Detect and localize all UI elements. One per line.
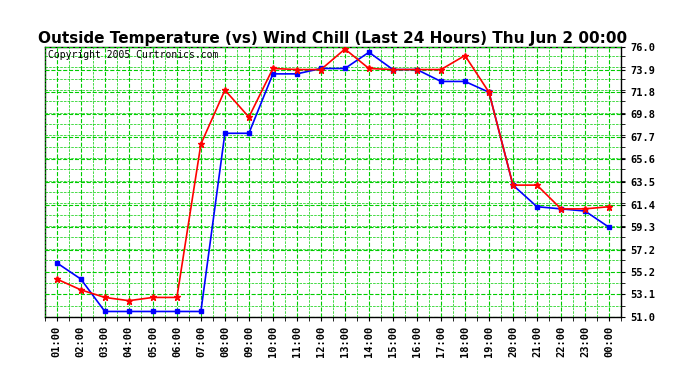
Text: Copyright 2005 Curtronics.com: Copyright 2005 Curtronics.com	[48, 50, 218, 60]
Title: Outside Temperature (vs) Wind Chill (Last 24 Hours) Thu Jun 2 00:00: Outside Temperature (vs) Wind Chill (Las…	[39, 31, 627, 46]
